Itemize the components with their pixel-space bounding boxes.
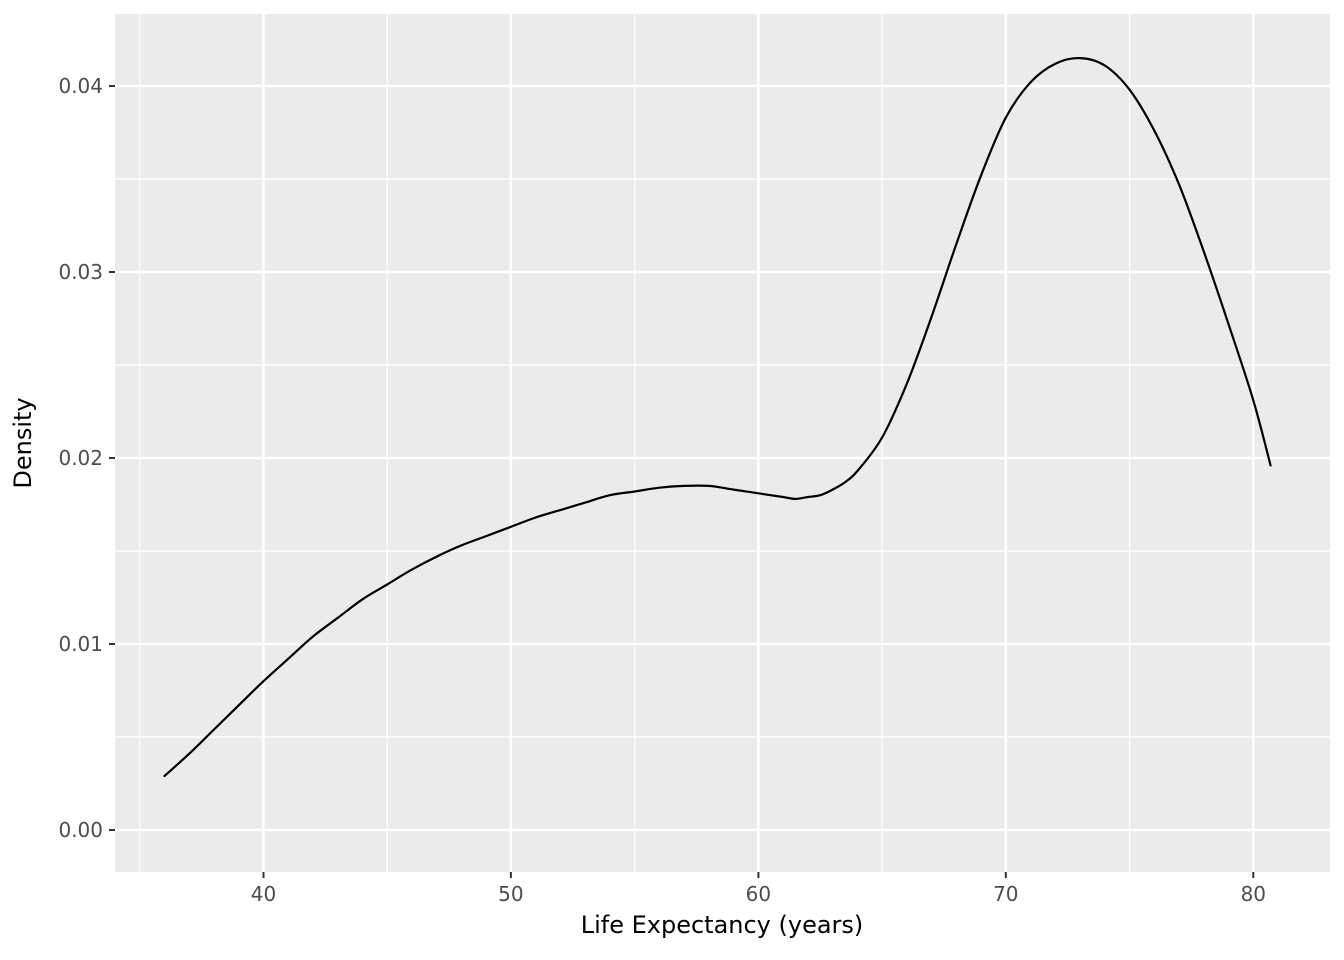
y-axis-title: Density (9, 397, 38, 489)
x-tick-label: 60 (746, 882, 771, 906)
density-curve (163, 56, 1272, 778)
x-tick-label: 70 (993, 882, 1018, 906)
y-tick-label: 0.00 (58, 818, 103, 842)
x-tick-label: 80 (1241, 882, 1266, 906)
y-tick-label: 0.02 (58, 446, 103, 470)
y-tick-label: 0.01 (58, 632, 103, 656)
y-tick-label: 0.04 (58, 74, 103, 98)
x-axis-title: Life Expectancy (years) (580, 911, 864, 939)
x-tick-label: 50 (498, 882, 523, 906)
y-tick-label: 0.03 (58, 260, 103, 284)
x-tick-label: 40 (251, 882, 276, 906)
plot-panel (115, 14, 1330, 872)
